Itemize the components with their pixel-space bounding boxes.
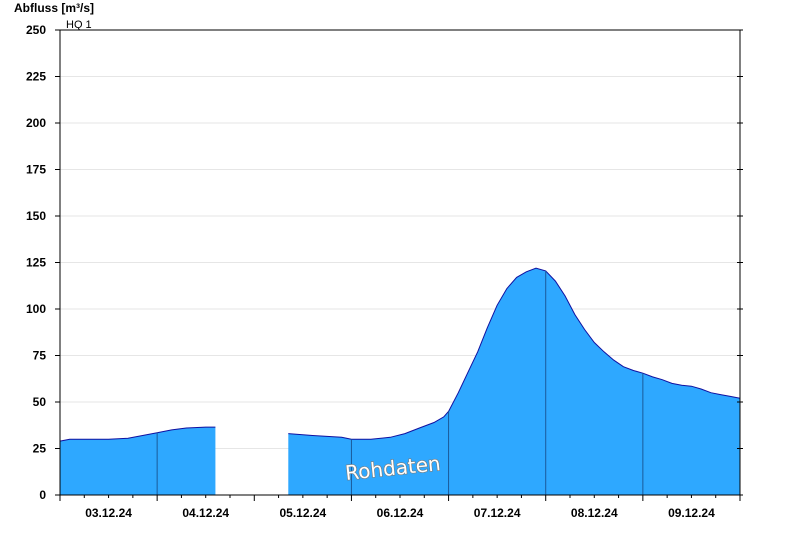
y-tick-label-175: 175 [26,163,46,177]
x-tick-label-2: 04.12.24 [182,506,229,520]
y-tick-label-150: 150 [26,209,46,223]
y-tick-label-250: 250 [26,23,46,37]
area-segment-1 [60,427,216,495]
threshold-label: HQ 1 [66,19,92,31]
y-tick-label-100: 100 [26,302,46,316]
x-tick-label-7: 09.12.24 [668,506,715,520]
day-boundary-lines [156,270,644,495]
y-tick-label-125: 125 [26,256,46,270]
x-tick-label-4: 06.12.24 [377,506,424,520]
y-tick-label-50: 50 [33,395,47,409]
area-outline-1 [59,426,216,442]
y-tick-label-25: 25 [33,442,47,456]
data-area [59,267,741,495]
y-tick-label-75: 75 [33,349,47,363]
area-segment-2 [288,268,740,495]
x-axis: 03.12.24 04.12.24 05.12.24 06.12.24 07.12.24… [59,494,741,520]
x-tick-label-5: 07.12.24 [474,506,521,520]
y-tick-label-225: 225 [26,70,46,84]
y-tick-label-200: 200 [26,116,46,130]
x-tick-label-1: 03.12.24 [85,506,132,520]
x-tick-label-3: 05.12.24 [279,506,326,520]
y-axis-label: Abfluss [m³/s] [14,1,94,15]
y-axis: 0 25 50 75 100 125 150 175 200 225 250 [26,23,743,502]
x-tick-label-6: 08.12.24 [571,506,618,520]
y-tick-label-0: 0 [39,488,46,502]
